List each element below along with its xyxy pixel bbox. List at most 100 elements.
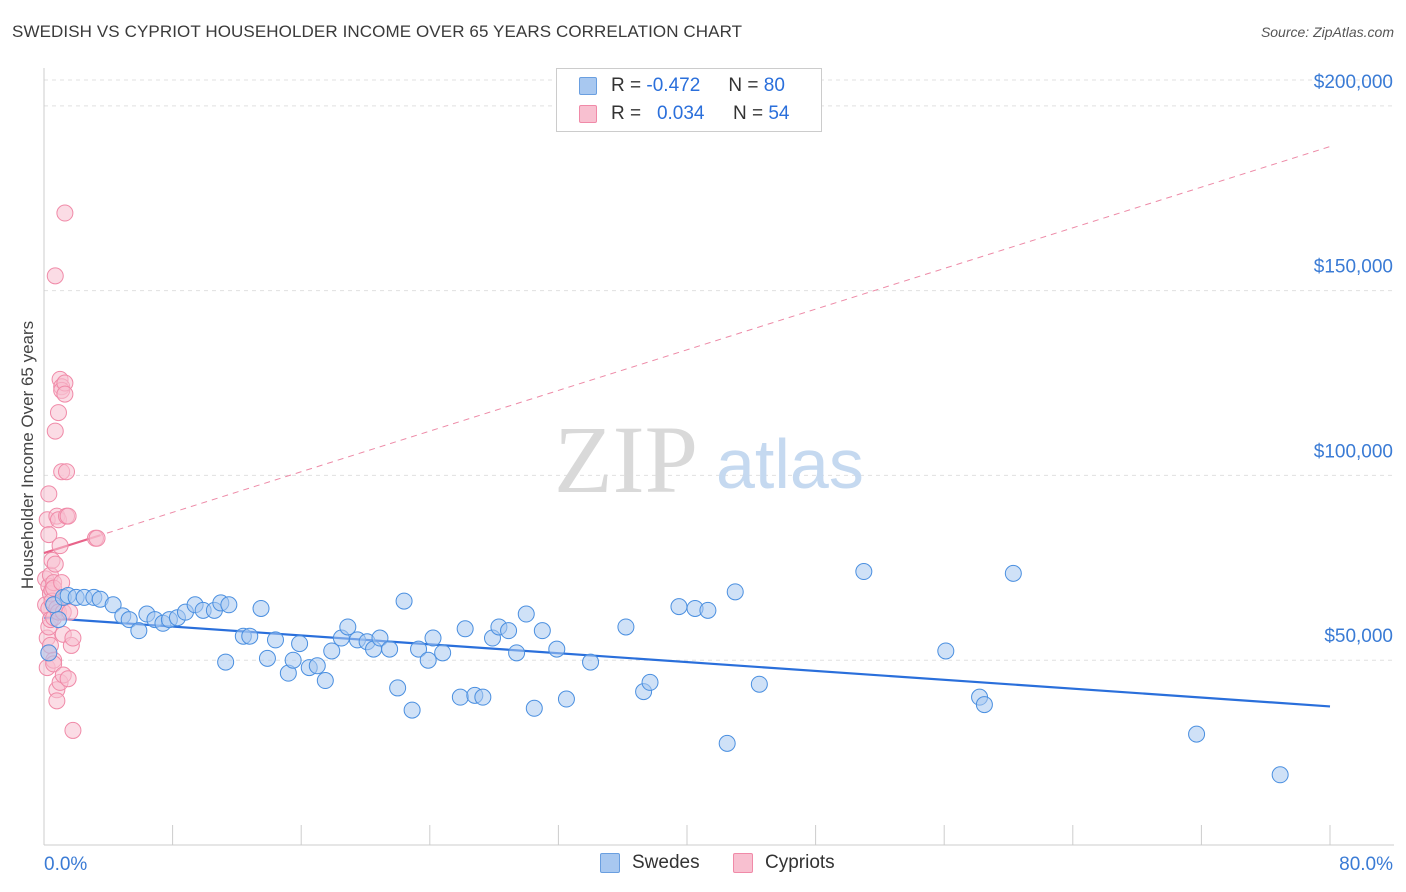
legend-swatch-swedes: [579, 77, 597, 95]
point-swedes: [252, 599, 270, 617]
axes: [43, 68, 1394, 846]
point-swedes: [424, 629, 442, 647]
point-cypriots: [64, 629, 82, 647]
point-swedes: [40, 644, 58, 662]
tick-labels: $50,000 $100,000 $150,000 $200,000 0.0% 80.0%: [44, 72, 1393, 875]
swedes-label: Swedes: [632, 852, 700, 873]
point-cypriots: [59, 670, 77, 688]
point-swedes: [726, 583, 744, 601]
point-swedes: [323, 642, 341, 660]
point-swedes: [284, 651, 302, 669]
point-swedes: [1188, 725, 1206, 743]
y-tick-label: $150,000: [1314, 257, 1393, 278]
point-swedes: [381, 640, 399, 658]
legend-n-label: N =: [728, 75, 759, 96]
point-swedes: [525, 699, 543, 717]
source-credit: Source: ZipAtlas.com: [1260, 24, 1394, 40]
point-swedes: [266, 631, 284, 649]
point-swedes: [104, 596, 122, 614]
series-legend: Swedes Cypriots: [0, 852, 1406, 878]
legend-n-value: 54: [768, 103, 790, 124]
y-tick-label: $200,000: [1314, 72, 1393, 93]
point-swedes: [750, 675, 768, 693]
point-cypriots: [49, 404, 67, 422]
point-cypriots: [64, 721, 82, 739]
point-cypriots: [46, 267, 64, 285]
point-cypriots: [40, 485, 58, 503]
point-swedes: [419, 651, 437, 669]
watermark-zip: ZIP: [554, 406, 698, 513]
chart-title: SWEDISH VS CYPRIOT HOUSEHOLDER INCOME OV…: [12, 22, 743, 41]
watermark: ZIP atlas: [554, 406, 864, 513]
point-swedes: [389, 679, 407, 697]
point-cypriots: [48, 692, 66, 710]
point-cypriots: [56, 385, 74, 403]
legend-n-value: 80: [763, 75, 785, 96]
point-swedes: [1271, 766, 1289, 784]
point-cypriots: [59, 507, 77, 525]
point-cypriots: [58, 463, 76, 481]
point-swedes: [220, 596, 238, 614]
point-cypriots: [40, 526, 58, 544]
legend-r-label: R =: [611, 75, 642, 96]
point-swedes: [258, 649, 276, 667]
point-swedes: [456, 620, 474, 638]
cypriots-swatch: [733, 853, 753, 873]
point-swedes: [855, 563, 873, 581]
point-swedes: [718, 734, 736, 752]
y-axis-label: Householder Income Over 65 years: [18, 320, 37, 590]
point-cypriots: [46, 555, 64, 573]
point-swedes: [130, 622, 148, 640]
point-cypriots: [51, 537, 69, 555]
legend-r-label: R =: [611, 103, 642, 124]
point-swedes: [120, 611, 138, 629]
point-swedes: [699, 601, 717, 619]
point-swedes: [395, 592, 413, 610]
point-swedes: [474, 688, 492, 706]
cypriots-label: Cypriots: [765, 852, 835, 873]
point-swedes: [291, 635, 309, 653]
point-swedes: [617, 618, 635, 636]
point-swedes: [339, 618, 357, 636]
point-swedes: [548, 640, 566, 658]
legend-row-swedes: R = -0.472 N = 80: [579, 75, 785, 97]
watermark-atlas: atlas: [716, 425, 864, 503]
point-swedes: [508, 644, 526, 662]
x-tick-label-min: 0.0%: [44, 854, 87, 875]
series-legend-cypriots: Cypriots: [733, 852, 835, 874]
point-swedes: [670, 598, 688, 616]
point-swedes: [434, 644, 452, 662]
point-cypriots: [46, 422, 64, 440]
point-swedes: [517, 605, 535, 623]
legend-swatch-cypriots: [579, 105, 597, 123]
legend-row-cypriots: R = 0.034 N = 54: [579, 103, 789, 125]
correlation-legend: R = -0.472 N = 80 R = 0.034 N = 54: [556, 68, 822, 132]
legend-n-label: N =: [732, 103, 764, 124]
data-points: [37, 204, 1289, 784]
y-tick-label: $100,000: [1314, 441, 1393, 462]
point-swedes: [316, 672, 334, 690]
point-swedes: [641, 673, 659, 691]
point-cypriots: [88, 529, 106, 547]
point-swedes: [241, 627, 259, 645]
trend-line-cypriots-dashed: [43, 146, 1331, 554]
point-swedes: [308, 657, 326, 675]
grid-lines: [44, 79, 1394, 661]
point-cypriots: [56, 204, 74, 222]
point-swedes: [582, 653, 600, 671]
y-tick-label: $50,000: [1324, 626, 1393, 647]
swedes-swatch: [600, 853, 620, 873]
point-swedes: [217, 653, 235, 671]
legend-r-value: 0.034: [656, 103, 705, 124]
trend-line-swedes: [43, 616, 1331, 708]
series-legend-swedes: Swedes: [600, 852, 700, 874]
point-swedes: [451, 688, 469, 706]
point-swedes: [403, 701, 421, 719]
point-swedes: [410, 640, 428, 658]
point-swedes: [533, 622, 551, 640]
point-swedes: [557, 690, 575, 708]
legend-r-value: -0.472: [646, 75, 701, 96]
point-swedes: [500, 622, 518, 640]
point-swedes: [49, 611, 67, 629]
